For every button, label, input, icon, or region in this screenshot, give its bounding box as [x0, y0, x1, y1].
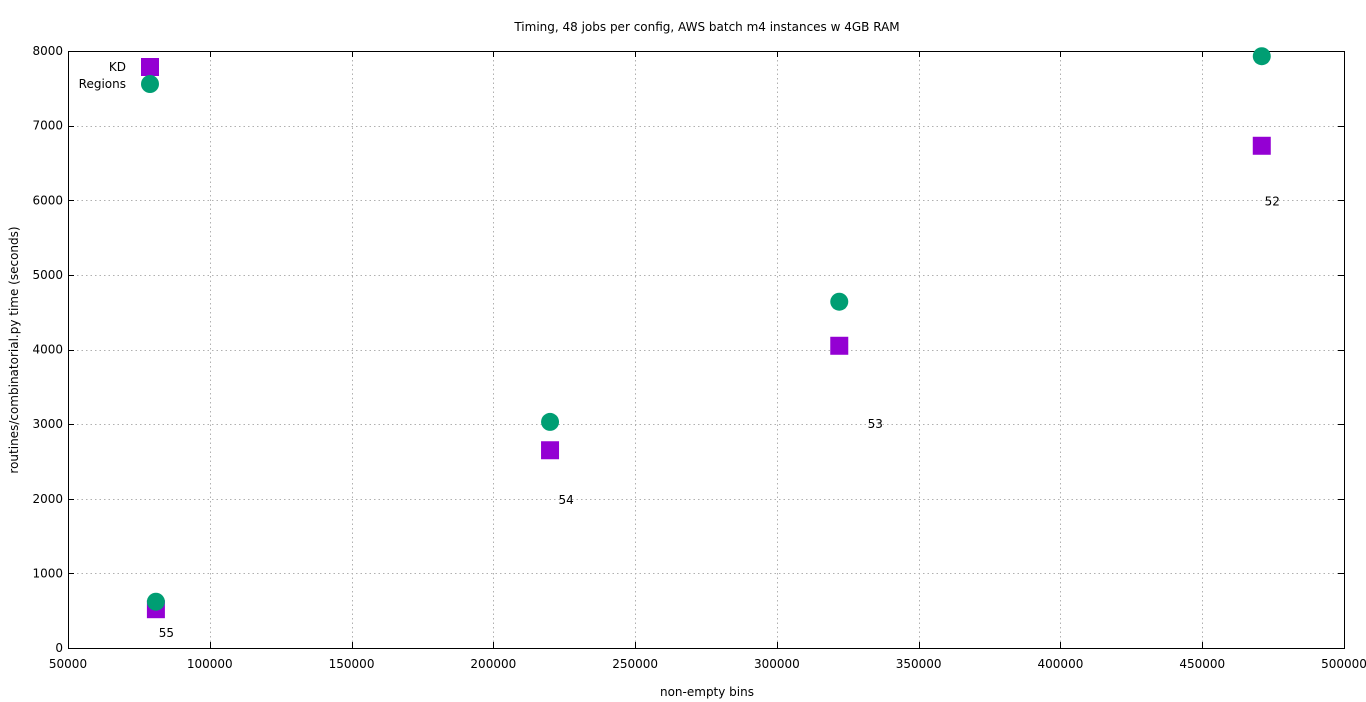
point-annotation: 55 — [159, 626, 174, 640]
point-annotation: 53 — [868, 417, 883, 431]
legend: KD Regions — [79, 58, 159, 93]
regions-point — [1252, 47, 1271, 66]
x-tick-label: 100000 — [187, 657, 233, 671]
plot-frame — [68, 51, 1345, 649]
point-annotation: 54 — [559, 493, 574, 507]
y-tick-label: 8000 — [32, 44, 63, 58]
x-axis-label: non-empty bins — [660, 685, 754, 699]
legend-swatch-square — [141, 58, 159, 76]
kd-point — [830, 336, 849, 355]
legend-label: KD — [109, 60, 126, 74]
y-tick-label: 0 — [55, 641, 63, 655]
y-tick-label: 7000 — [32, 119, 63, 133]
grid — [68, 51, 1344, 648]
y-tick-label: 2000 — [32, 492, 63, 506]
regions-point — [146, 592, 165, 611]
data-points — [146, 47, 1271, 619]
legend-label: Regions — [79, 77, 126, 91]
legend-swatch-circle — [141, 75, 159, 93]
x-tick-label: 300000 — [754, 657, 800, 671]
x-tick-label: 150000 — [329, 657, 375, 671]
regions-point — [830, 292, 849, 311]
kd-point — [541, 441, 560, 460]
x-tick-label: 450000 — [1179, 657, 1225, 671]
point-annotations: 55 54 53 52 — [159, 195, 1280, 640]
y-tick-label: 6000 — [32, 193, 63, 207]
regions-point — [541, 412, 560, 431]
point-annotation: 52 — [1265, 195, 1280, 209]
y-tick-label: 4000 — [32, 343, 63, 357]
x-tick-label: 500000 — [1321, 657, 1366, 671]
axis-ticks: 50000 100000 150000 200000 250000 300000 35000… — [32, 44, 1366, 671]
chart-title: Timing, 48 jobs per config, AWS batch m4… — [513, 20, 899, 34]
y-tick-label: 1000 — [32, 566, 63, 580]
y-axis-label: routines/combinatorial.py time (seconds) — [7, 226, 21, 473]
y-tick-label: 5000 — [32, 268, 63, 282]
kd-point — [1252, 136, 1271, 155]
x-tick-label: 50000 — [49, 657, 87, 671]
x-tick-label: 250000 — [612, 657, 658, 671]
x-tick-label: 200000 — [470, 657, 516, 671]
x-tick-label: 350000 — [896, 657, 942, 671]
x-tick-label: 400000 — [1038, 657, 1084, 671]
y-tick-label: 3000 — [32, 417, 63, 431]
